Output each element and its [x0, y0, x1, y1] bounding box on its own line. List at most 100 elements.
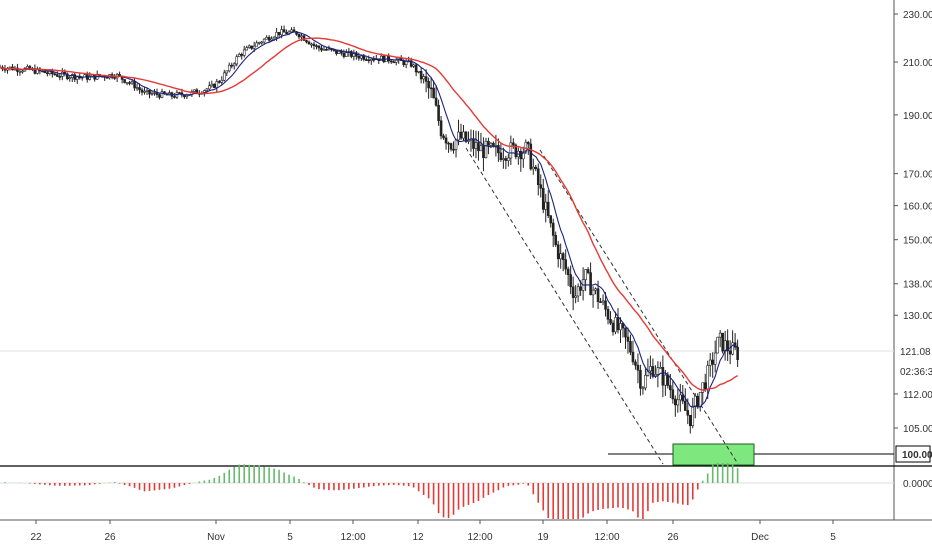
candle-body [566, 268, 570, 275]
candle-body [208, 85, 211, 90]
time-tick-label: 12:00 [340, 532, 365, 543]
candle-body [292, 29, 296, 32]
candle-body [317, 45, 321, 49]
candle-body [606, 308, 610, 320]
candle-body [75, 76, 79, 80]
candle-body [357, 55, 361, 59]
candle-body [305, 40, 308, 43]
candle-body [659, 367, 662, 369]
candle-body [143, 91, 146, 93]
candle-body [78, 76, 82, 79]
candle-body [477, 142, 480, 152]
time-axis-labels: 22 26 Nov 5 12:00 12 12:00 19 12:00 26 Dec 5 [30, 520, 836, 543]
candle-body [173, 96, 176, 98]
candle-body [437, 104, 440, 122]
candle-body [352, 52, 356, 57]
candle-body [619, 323, 622, 331]
candle-body [125, 82, 129, 84]
candle-body [626, 336, 630, 342]
time-tick-label: 5 [287, 532, 293, 543]
candle-body [434, 97, 438, 106]
candle-body [651, 366, 655, 377]
candle-body [257, 42, 261, 44]
candle-body [459, 131, 463, 139]
candle-body [679, 394, 682, 401]
candle-body [265, 37, 268, 40]
candle-body [579, 286, 582, 291]
candle-body [574, 295, 577, 298]
candle-body [193, 89, 196, 92]
support-zone-box[interactable] [672, 443, 755, 466]
candle-body [479, 145, 483, 152]
candle-body [237, 54, 241, 58]
candle-body [267, 37, 271, 41]
candle-body [88, 75, 92, 80]
candle-body [504, 158, 508, 161]
candle-body [546, 201, 550, 216]
candle-body [499, 152, 503, 160]
time-tick-label: 12 [412, 532, 424, 543]
candle-body [631, 351, 635, 363]
candle-body [73, 74, 77, 80]
candle-body [691, 405, 695, 426]
candle-body [26, 66, 29, 69]
candle-body [686, 410, 690, 416]
candle-body [133, 81, 136, 89]
candle-body [235, 56, 239, 65]
candle-body [145, 90, 149, 92]
candle-body [591, 289, 595, 296]
candle-body [554, 235, 558, 246]
candle-body [412, 64, 415, 67]
candle-body [656, 367, 660, 375]
candle-body [118, 74, 121, 77]
candle-body [307, 41, 311, 45]
candle-body [255, 42, 258, 47]
candle-body [586, 269, 590, 273]
candle-body [611, 322, 615, 333]
candle-body [417, 70, 420, 73]
candle-body [544, 201, 548, 210]
candle-body [213, 83, 216, 88]
candle-body [250, 45, 253, 49]
candle-body [736, 346, 739, 361]
candle-body [53, 73, 57, 76]
candle-body [569, 274, 572, 288]
candle-body [372, 58, 376, 61]
candle-body [713, 352, 717, 365]
candle-body [222, 72, 226, 81]
candle-body [320, 47, 323, 51]
candle-body [429, 87, 433, 90]
candle-body [245, 47, 249, 51]
candle-body [497, 145, 500, 154]
candle-body [531, 166, 535, 170]
candle-body [524, 141, 528, 153]
price-tick-label: 130.00 [903, 311, 932, 322]
candle-body [427, 81, 430, 89]
candle-body [484, 140, 488, 159]
candle-body [135, 87, 139, 89]
candle-body [322, 49, 326, 51]
candle-body [708, 359, 712, 366]
candle-body [272, 36, 276, 40]
candle-body [639, 369, 642, 389]
candle-body [669, 385, 672, 391]
candle-body [666, 374, 670, 386]
candle-body [447, 142, 450, 145]
channel-line-lower[interactable] [465, 147, 664, 465]
channel-line-upper[interactable] [539, 149, 739, 465]
candle-body [559, 253, 562, 260]
candle-body [614, 317, 617, 333]
candle-body [549, 215, 553, 224]
candle-body [681, 394, 685, 402]
candle-body [335, 49, 338, 54]
candle-body [360, 55, 363, 59]
candle-body [728, 350, 732, 355]
candle-body [634, 361, 637, 366]
candle-body [21, 70, 24, 73]
candle-body [449, 143, 453, 150]
price-tick-label: 210.00 [903, 58, 932, 69]
candle-body [277, 31, 281, 36]
candle-body [649, 366, 652, 372]
candle-body [46, 72, 49, 75]
